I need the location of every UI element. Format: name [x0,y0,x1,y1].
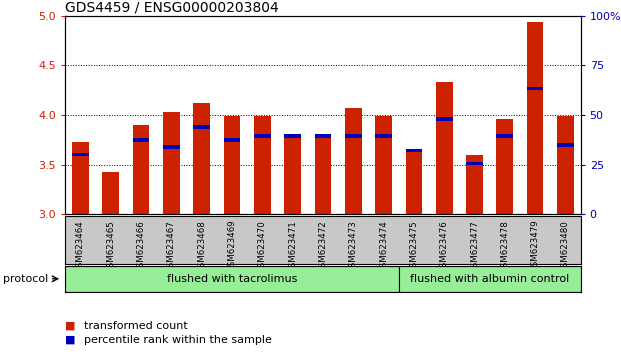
Bar [163,145,179,148]
Bar [406,151,422,214]
Bar [345,134,361,138]
Text: GSM623473: GSM623473 [349,220,358,273]
Text: GSM623469: GSM623469 [227,220,237,272]
Text: GSM623472: GSM623472 [319,220,327,273]
Bar [375,116,392,214]
Bar [527,22,543,214]
Bar [436,82,453,214]
Bar [254,134,271,138]
Text: GSM623467: GSM623467 [167,220,176,273]
Bar [284,134,301,138]
Bar [406,149,422,153]
Bar [65,266,399,292]
Text: GSM623468: GSM623468 [197,220,206,273]
Bar [254,116,271,214]
Bar [375,134,392,138]
Text: GSM623466: GSM623466 [137,220,145,273]
Text: GSM623477: GSM623477 [470,220,479,273]
Text: GSM623465: GSM623465 [106,220,115,273]
Bar [315,134,331,138]
Bar [557,116,574,214]
Bar [102,172,119,214]
Text: ■: ■ [65,321,76,331]
Bar [163,112,179,214]
Bar [284,136,301,214]
Text: GDS4459 / ENSG00000203804: GDS4459 / ENSG00000203804 [65,1,279,15]
Text: flushed with albumin control: flushed with albumin control [410,274,569,284]
Bar [557,143,574,147]
Text: GSM623475: GSM623475 [409,220,419,273]
Bar [497,134,513,138]
Bar [497,119,513,214]
Bar [436,117,453,121]
Text: GSM623470: GSM623470 [258,220,267,273]
Text: protocol: protocol [3,274,48,284]
Text: transformed count: transformed count [84,321,188,331]
Bar [72,153,89,156]
Bar [224,116,240,214]
Bar [224,138,240,142]
Bar [399,266,581,292]
Text: flushed with tacrolimus: flushed with tacrolimus [167,274,297,284]
Bar [72,142,89,214]
Bar [193,125,210,129]
Bar [315,136,331,214]
Text: ■: ■ [65,335,76,345]
Text: GSM623479: GSM623479 [531,220,540,272]
Bar [193,103,210,214]
Text: GSM623480: GSM623480 [561,220,570,273]
Bar [345,108,361,214]
Text: GSM623464: GSM623464 [76,220,85,273]
Bar [133,125,149,214]
Text: GSM623471: GSM623471 [288,220,297,273]
Bar [466,155,483,214]
Text: percentile rank within the sample: percentile rank within the sample [84,335,272,345]
Text: GSM623474: GSM623474 [379,220,388,273]
Bar [466,162,483,165]
Bar [527,86,543,90]
Text: GSM623476: GSM623476 [440,220,449,273]
Text: GSM623478: GSM623478 [501,220,509,273]
Bar [133,138,149,142]
